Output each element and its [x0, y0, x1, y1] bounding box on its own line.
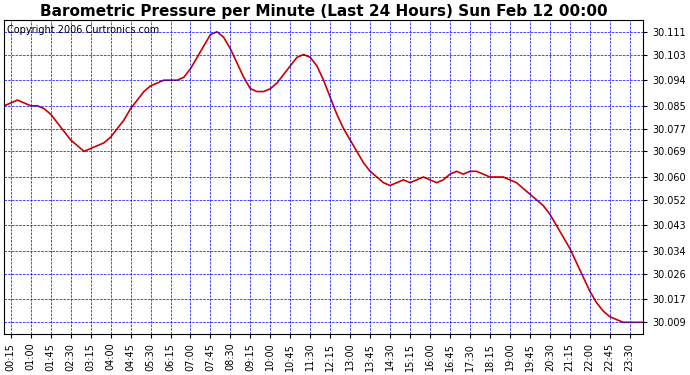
- Title: Barometric Pressure per Minute (Last 24 Hours) Sun Feb 12 00:00: Barometric Pressure per Minute (Last 24 …: [40, 4, 607, 19]
- Text: Copyright 2006 Curtronics.com: Copyright 2006 Curtronics.com: [8, 25, 159, 35]
